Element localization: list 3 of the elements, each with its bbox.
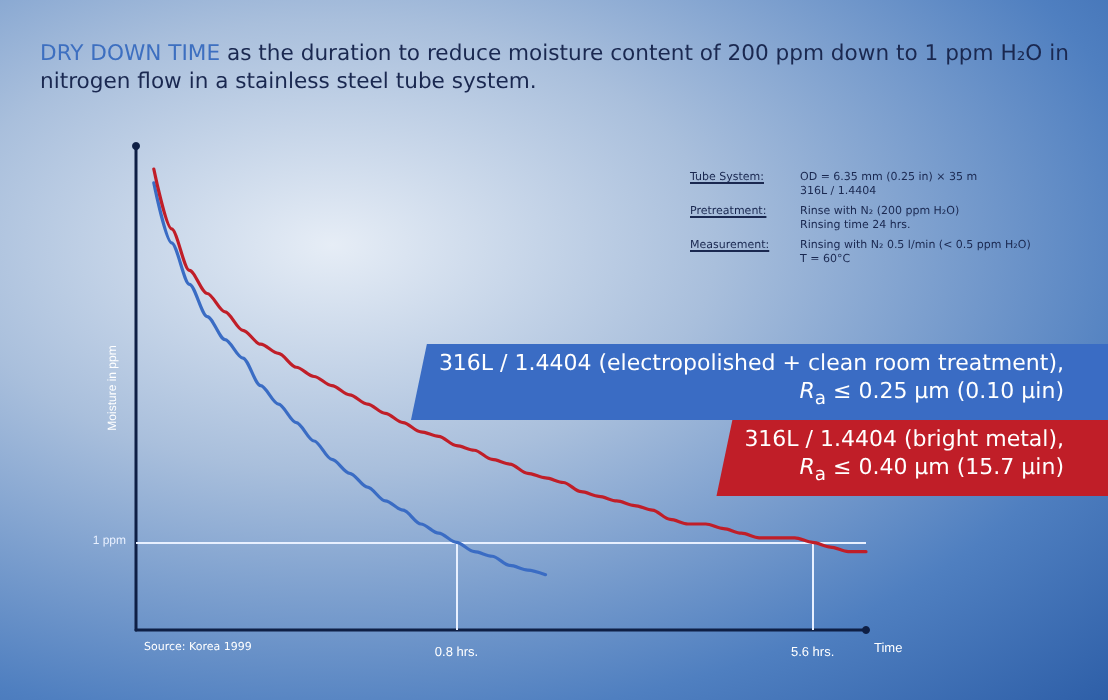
chart-title: DRY DOWN TIME as the duration to reduce moisture content of 200 ppm down to 1 ppm H₂O in nitrogen flow in a stainless steel tube system. — [40, 40, 1071, 96]
label-box: 316L / 1.4404 (electropolished + clean room treatment), R$_{a}$ ≤ 0.25 µm (0.10 µin) — [410, 344, 1108, 421]
label-box: 316L / 1.4404 (bright metal), R$_{a}$ ≤ 0.40 µm (15.7 µin) — [716, 420, 1108, 497]
